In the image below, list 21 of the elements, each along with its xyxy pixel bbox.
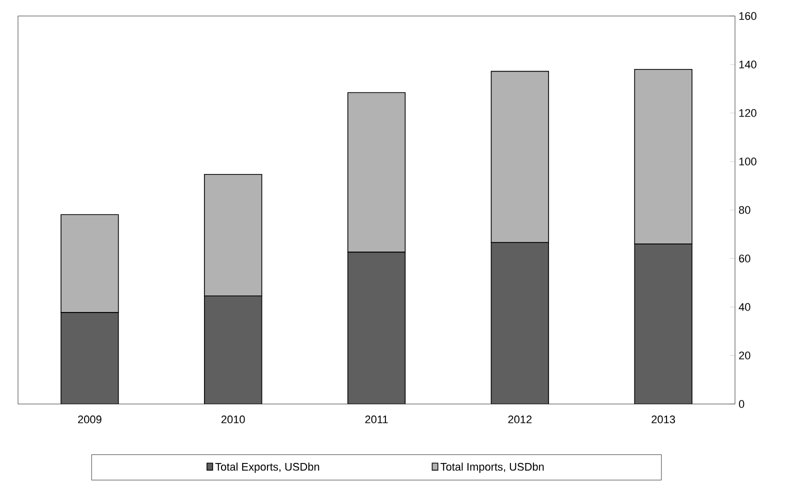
y-tick-label: 140 [739,60,756,68]
y-tick-label: 80 [739,206,750,214]
y-tick-label: 160 [739,12,756,20]
x-tick-label: 2011 [365,416,388,424]
x-tick-label: 2009 [78,416,102,424]
x-tick-label: 2010 [221,416,245,424]
bar [60,312,119,404]
x-tick-label: 2012 [508,416,532,424]
bar [204,295,262,404]
y-tick-label: 20 [739,352,750,360]
bar [347,252,406,404]
y-tick-label: 100 [739,158,756,166]
y-tick-label: 60 [739,254,750,262]
bar [634,244,692,404]
y-tick-label: 0 [738,400,744,408]
y-tick-label: 40 [738,303,750,311]
y-tick-label: 120 [739,109,756,117]
legend-label: Total Exports, USDbn [215,462,320,473]
x-tick-label: 2013 [652,416,676,424]
bar [490,242,549,404]
legend-label: Total Imports, USDbn [440,462,544,473]
